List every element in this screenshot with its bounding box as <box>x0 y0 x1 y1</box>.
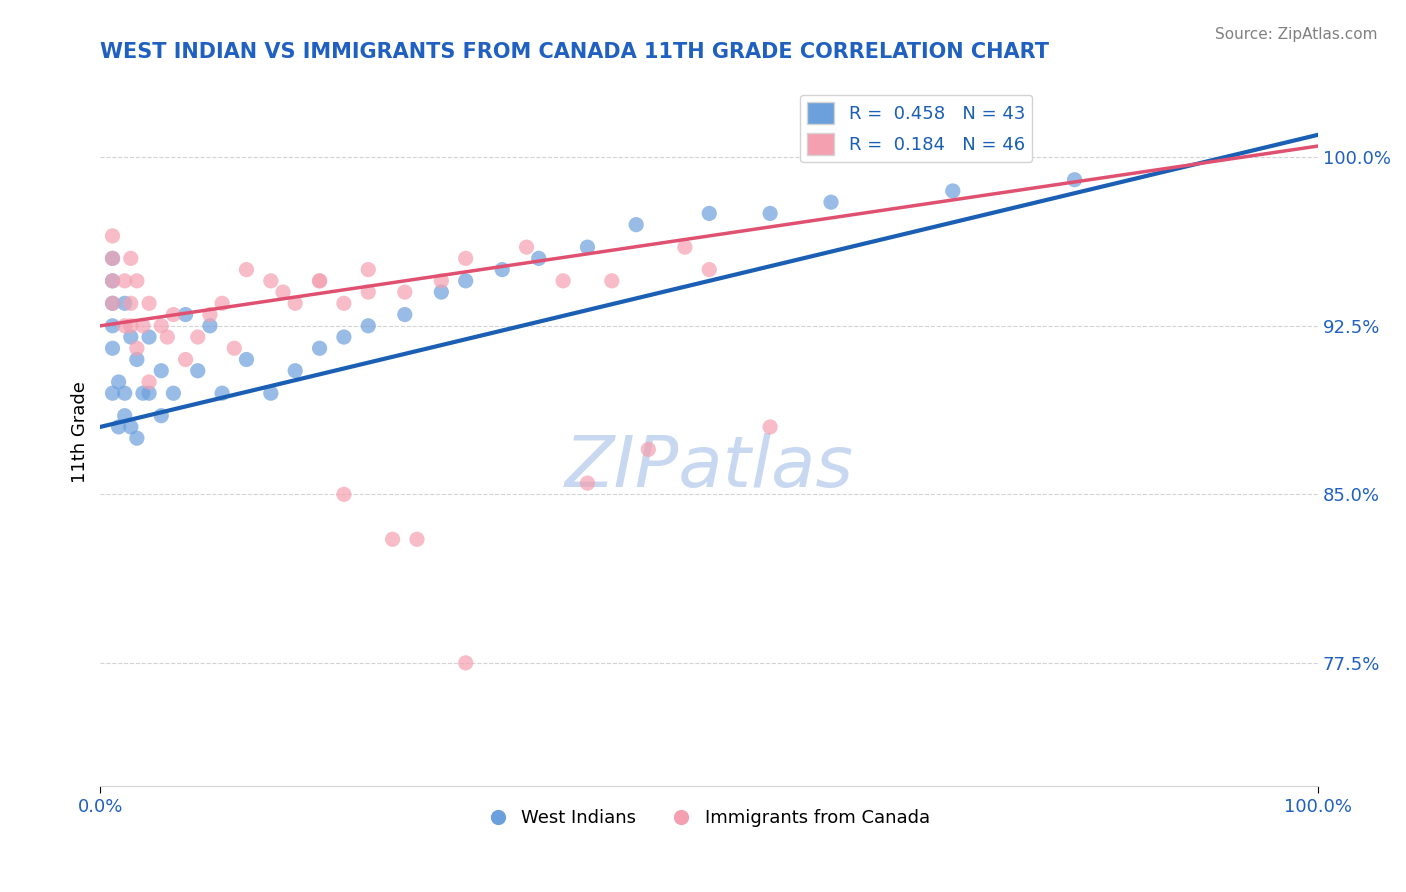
Point <box>198 318 221 333</box>
Point <box>394 308 416 322</box>
Point <box>101 296 124 310</box>
Point <box>308 274 330 288</box>
Point <box>624 218 647 232</box>
Point <box>101 341 124 355</box>
Point <box>454 274 477 288</box>
Text: Source: ZipAtlas.com: Source: ZipAtlas.com <box>1215 27 1378 42</box>
Point <box>673 240 696 254</box>
Point <box>308 274 330 288</box>
Point <box>120 252 142 266</box>
Point <box>697 262 720 277</box>
Point <box>132 386 155 401</box>
Text: ZIPatlas: ZIPatlas <box>565 434 853 502</box>
Point <box>333 296 356 310</box>
Point <box>260 386 283 401</box>
Point <box>284 296 307 310</box>
Point <box>600 274 623 288</box>
Point <box>308 341 330 355</box>
Point <box>357 262 380 277</box>
Point <box>114 296 136 310</box>
Y-axis label: 11th Grade: 11th Grade <box>72 382 89 483</box>
Point <box>132 318 155 333</box>
Point <box>1063 172 1085 186</box>
Point <box>138 330 160 344</box>
Point <box>187 330 209 344</box>
Point <box>759 420 782 434</box>
Point <box>454 252 477 266</box>
Point <box>114 318 136 333</box>
Point <box>224 341 246 355</box>
Point <box>260 274 283 288</box>
Point <box>174 352 197 367</box>
Point <box>942 184 965 198</box>
Point <box>162 386 184 401</box>
Point <box>162 308 184 322</box>
Point <box>120 330 142 344</box>
Point <box>576 240 599 254</box>
Point <box>820 195 842 210</box>
Point <box>357 318 380 333</box>
Point <box>333 330 356 344</box>
Point <box>114 409 136 423</box>
Point <box>101 274 124 288</box>
Point <box>125 431 148 445</box>
Point <box>120 420 142 434</box>
Point <box>576 476 599 491</box>
Point <box>150 364 173 378</box>
Point <box>125 341 148 355</box>
Point <box>454 656 477 670</box>
Point <box>198 308 221 322</box>
Point <box>120 296 142 310</box>
Point <box>107 420 129 434</box>
Point <box>637 442 659 457</box>
Point <box>107 375 129 389</box>
Point <box>187 364 209 378</box>
Point <box>333 487 356 501</box>
Point <box>125 352 148 367</box>
Point <box>114 386 136 401</box>
Point <box>125 274 148 288</box>
Point <box>271 285 294 299</box>
Point <box>235 262 257 277</box>
Point <box>138 296 160 310</box>
Point <box>101 252 124 266</box>
Point <box>406 533 429 547</box>
Point <box>101 274 124 288</box>
Point <box>430 285 453 299</box>
Point <box>138 386 160 401</box>
Point <box>114 274 136 288</box>
Point <box>357 285 380 299</box>
Point <box>156 330 179 344</box>
Point <box>101 318 124 333</box>
Point <box>527 252 550 266</box>
Point <box>101 252 124 266</box>
Point <box>120 318 142 333</box>
Point <box>174 308 197 322</box>
Point <box>697 206 720 220</box>
Point <box>284 364 307 378</box>
Point <box>553 274 575 288</box>
Point <box>235 352 257 367</box>
Point <box>101 296 124 310</box>
Point <box>211 296 233 310</box>
Point <box>101 386 124 401</box>
Point <box>491 262 513 277</box>
Point <box>150 318 173 333</box>
Point <box>516 240 538 254</box>
Legend: West Indians, Immigrants from Canada: West Indians, Immigrants from Canada <box>481 802 936 834</box>
Point <box>394 285 416 299</box>
Point <box>101 228 124 243</box>
Point <box>430 274 453 288</box>
Point <box>150 409 173 423</box>
Point <box>381 533 404 547</box>
Point <box>759 206 782 220</box>
Point <box>138 375 160 389</box>
Point <box>211 386 233 401</box>
Text: WEST INDIAN VS IMMIGRANTS FROM CANADA 11TH GRADE CORRELATION CHART: WEST INDIAN VS IMMIGRANTS FROM CANADA 11… <box>100 42 1049 62</box>
